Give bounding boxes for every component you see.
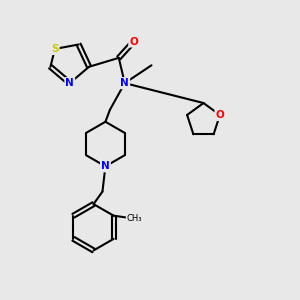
Text: N: N xyxy=(120,78,129,88)
Text: S: S xyxy=(51,44,59,54)
Text: O: O xyxy=(129,37,138,46)
Text: CH₃: CH₃ xyxy=(127,214,142,223)
Text: N: N xyxy=(101,161,110,171)
Text: O: O xyxy=(215,110,224,120)
Text: N: N xyxy=(65,78,74,88)
